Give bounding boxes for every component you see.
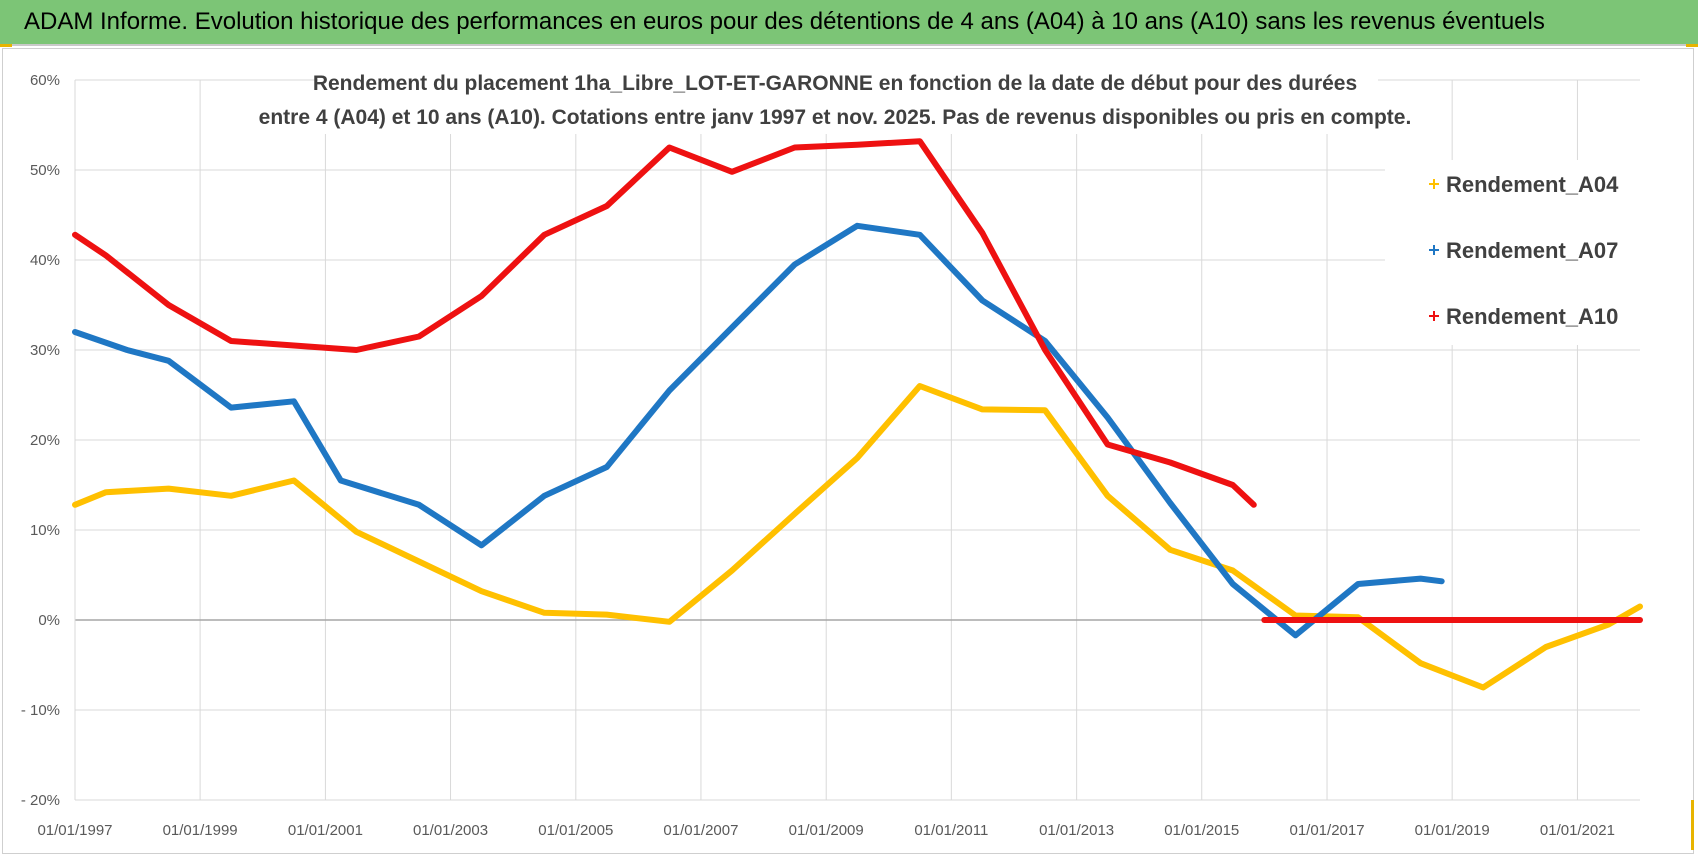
- legend: Rendement_A04 Rendement_A07 Rendement_A10: [1385, 160, 1640, 345]
- y-tick-label: 10%: [30, 522, 60, 539]
- chart-title-line-1: Rendement du placement 1ha_Libre_LOT-ET-…: [313, 72, 1357, 95]
- series-layer: [72, 138, 1643, 691]
- y-tick-label: 50%: [30, 162, 60, 179]
- series-line-2: [72, 138, 1257, 508]
- y-tick-label: - 10%: [21, 702, 60, 719]
- legend-label: Rendement_A10: [1446, 304, 1618, 329]
- y-tick-label: 30%: [30, 342, 60, 359]
- y-tick-label: 0%: [38, 612, 60, 629]
- x-tick-label: 01/01/2019: [1415, 822, 1490, 839]
- y-tick-label: - 20%: [21, 792, 60, 809]
- x-tick-label: 01/01/2017: [1289, 822, 1364, 839]
- x-tick-label: 01/01/2001: [288, 822, 363, 839]
- x-tick-label: 01/01/2011: [914, 822, 988, 839]
- y-tick-label: 20%: [30, 432, 60, 449]
- legend-item: Rendement_A04: [1429, 172, 1619, 197]
- banner-title: ADAM Informe. Evolution historique des p…: [0, 0, 1698, 46]
- legend-marker: [1429, 311, 1439, 321]
- corner-marker-bottom-right: [1691, 800, 1694, 850]
- legend-background: [1385, 160, 1640, 345]
- chart-frame: [2, 48, 1694, 854]
- legend-label: Rendement_A07: [1446, 238, 1618, 263]
- series-line-0: [72, 383, 1643, 691]
- x-axis-ticks: 01/01/1997 01/01/1999 01/01/2001 01/01/2003…: [37, 822, 1615, 839]
- y-axis-ticks: 60% 50% 40% 30% 20% 10% 0% - 10% - 20%: [21, 72, 60, 809]
- x-tick-label: 01/01/2021: [1540, 822, 1615, 839]
- x-tick-label: 01/01/2015: [1164, 822, 1239, 839]
- x-tick-label: 01/01/2013: [1039, 822, 1114, 839]
- chart-title-line-2: entre 4 (A04) et 10 ans (A10). Cotations…: [259, 106, 1412, 129]
- legend-marker: [1429, 179, 1439, 189]
- legend-item: Rendement_A07: [1429, 238, 1618, 263]
- corner-marker-top-left: [0, 44, 12, 47]
- x-tick-label: 01/01/2007: [663, 822, 738, 839]
- x-tick-label: 01/01/1999: [163, 822, 238, 839]
- x-tick-label: 01/01/2003: [413, 822, 488, 839]
- chart-title-group: Rendement du placement 1ha_Libre_LOT-ET-…: [259, 64, 1412, 134]
- series-line-1: [72, 222, 1445, 639]
- x-tick-label: 01/01/2009: [789, 822, 864, 839]
- x-tick-label: 01/01/2005: [538, 822, 613, 839]
- y-tick-label: 60%: [30, 72, 60, 89]
- legend-label: Rendement_A04: [1446, 172, 1619, 197]
- y-tick-label: 40%: [30, 252, 60, 269]
- x-tick-label: 01/01/1997: [37, 822, 112, 839]
- legend-marker: [1429, 245, 1439, 255]
- title-background: [318, 64, 1378, 134]
- corner-marker-top-right: [1686, 44, 1698, 47]
- legend-item: Rendement_A10: [1429, 304, 1618, 329]
